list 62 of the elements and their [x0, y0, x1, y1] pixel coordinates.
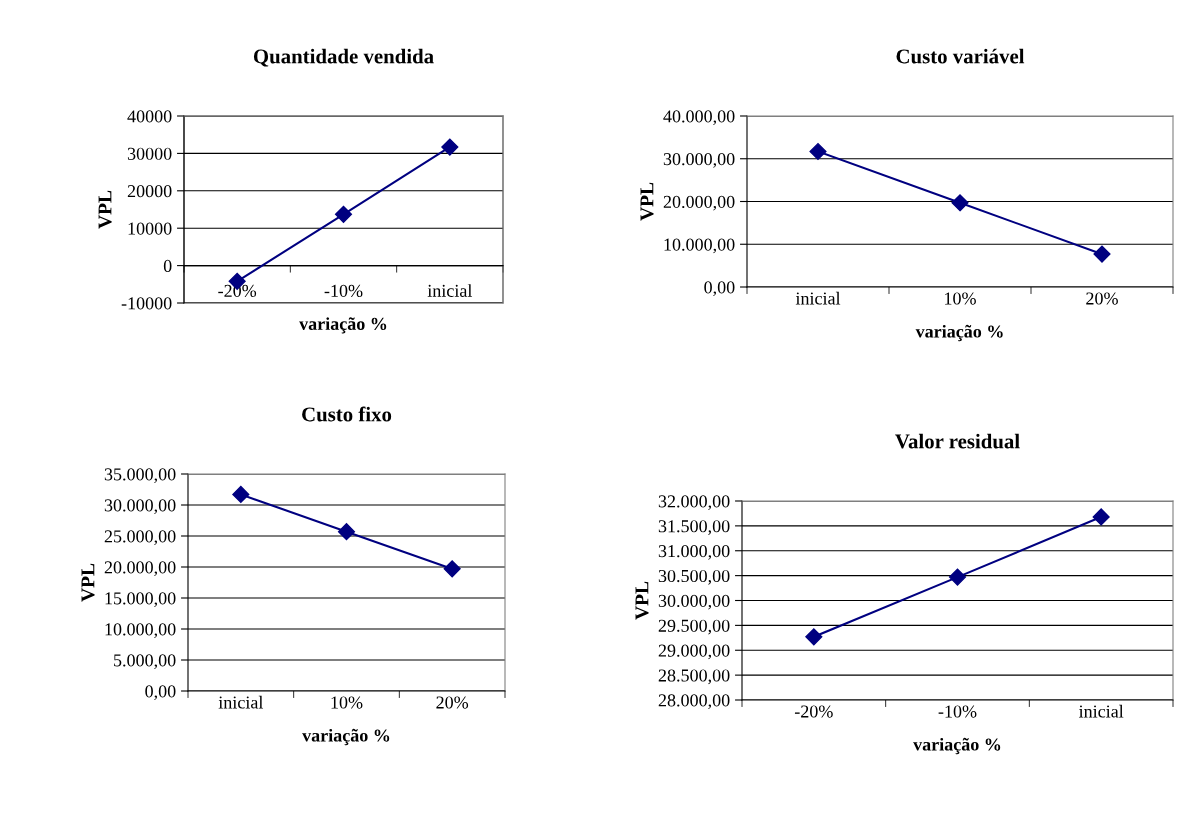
x-axis-title: variação %	[302, 728, 390, 746]
y-tick-label: 10.000,00	[664, 238, 735, 254]
y-tick-label: 31.000,00	[658, 545, 730, 560]
y-axis-title: VPL	[640, 182, 654, 221]
x-tick-label: -20%	[794, 705, 833, 718]
chart-title: Quantidade vendida	[253, 48, 434, 67]
y-tick-label: 32.000,00	[658, 495, 730, 511]
y-tick-label: 0	[163, 259, 172, 273]
y-tick-label: 30.500,00	[658, 569, 730, 585]
y-axis-title: VPL	[98, 190, 112, 229]
x-tick-label: 20%	[1086, 292, 1118, 305]
y-tick-label: 29.500,00	[658, 619, 730, 635]
point	[1093, 245, 1111, 263]
y-tick-label: -10000	[121, 297, 172, 310]
chart-title: Custo variável	[896, 48, 1025, 64]
y-axis-title: VPL	[635, 581, 649, 620]
y-tick-label: 35.000,00	[104, 468, 176, 484]
x-axis-title: variação %	[913, 737, 1001, 755]
x-axis-title: variação %	[915, 324, 1003, 342]
x-tick-label: -10%	[324, 284, 363, 297]
chart-title: Valor residual	[895, 433, 1020, 449]
x-tick-label: inicial	[218, 695, 264, 709]
point	[805, 628, 823, 646]
y-tick-label: 40000	[127, 110, 172, 123]
x-axis-title: variação %	[299, 317, 387, 334]
y-tick-label: 30.000,00	[104, 499, 176, 515]
y-tick-label: 0,00	[145, 685, 176, 701]
y-tick-label: 28.000,00	[658, 694, 730, 710]
y-tick-label: 28.500,00	[658, 669, 730, 685]
y-tick-label: 20.000,00	[663, 195, 735, 211]
chart-title: Custo fixo	[302, 406, 392, 422]
point	[1092, 508, 1110, 526]
x-tick-label: -10%	[938, 705, 977, 718]
x-tick-label: 10%	[331, 696, 363, 709]
y-tick-label: 20.000,00	[104, 561, 176, 577]
y-tick-label: 20000	[127, 185, 172, 198]
point	[948, 568, 967, 586]
point	[809, 142, 827, 161]
y-tick-label: 5.000,00	[114, 654, 176, 670]
x-tick-label: inicial	[795, 291, 841, 305]
point	[334, 205, 353, 223]
point	[951, 194, 969, 212]
y-tick-label: 25.000,00	[104, 530, 176, 546]
y-tick-label: 30000	[127, 147, 172, 160]
x-tick-label: 20%	[436, 696, 469, 709]
point	[443, 560, 461, 578]
x-tick-label: inicial	[427, 284, 473, 297]
y-tick-label: 30.000,00	[658, 594, 730, 610]
point	[232, 485, 250, 504]
y-axis-title: VPL	[81, 563, 95, 602]
y-tick-label: 10.000,00	[105, 623, 176, 639]
y-tick-label: 40.000,00	[663, 110, 735, 126]
x-tick-label: 10%	[945, 292, 976, 305]
y-tick-label: 30.000,00	[663, 153, 735, 168]
point	[337, 523, 356, 541]
y-tick-label: 15.000,00	[105, 592, 176, 608]
y-tick-label: 29.000,00	[658, 644, 730, 660]
y-tick-label: 0,00	[704, 281, 735, 297]
y-tick-label: 10000	[128, 222, 172, 235]
point	[441, 138, 459, 156]
y-tick-label: 31.500,00	[658, 520, 730, 535]
x-tick-label: inicial	[1078, 704, 1124, 718]
